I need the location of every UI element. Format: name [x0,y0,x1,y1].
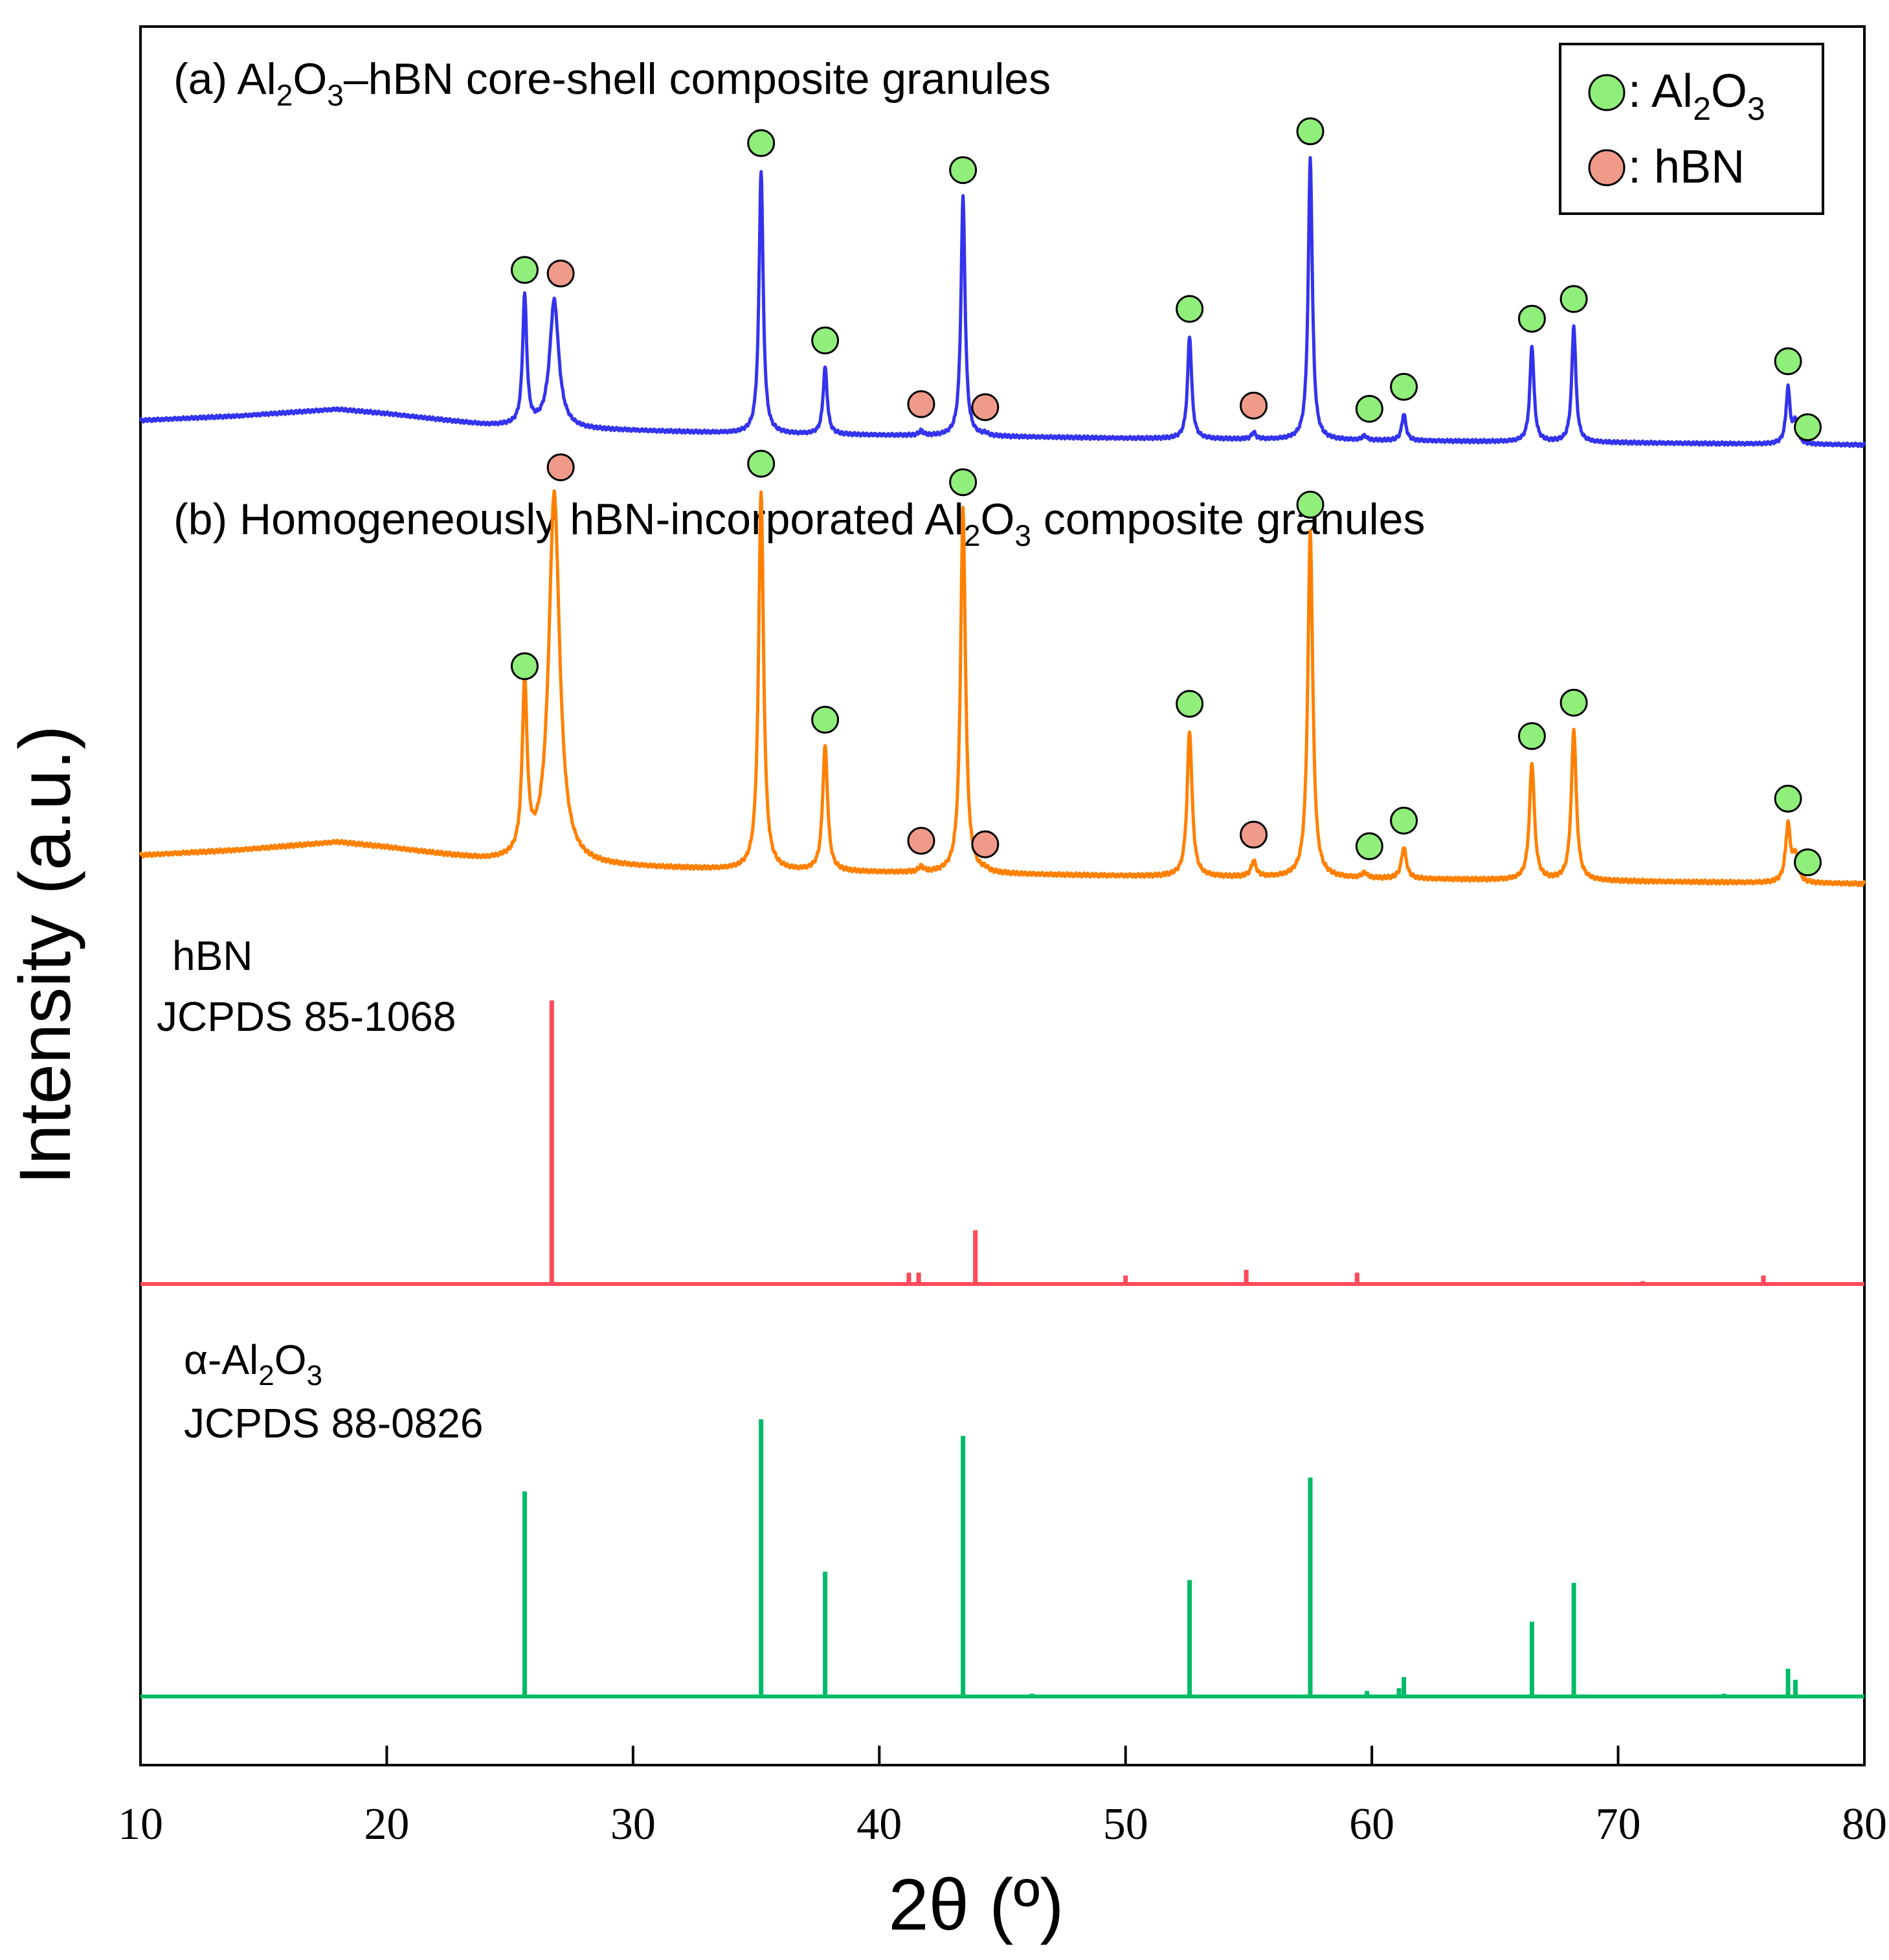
peak-marker-al2o3 [1794,848,1822,877]
al2o3-ref-label-line2: JCPDS 88-0826 [184,1400,483,1447]
x-tick-label: 40 [856,1799,902,1849]
peak-marker-hbn [971,393,1000,422]
peak-marker-al2o3 [1559,285,1588,313]
peak-marker-al2o3 [949,156,978,185]
peak-marker-al2o3 [1390,806,1418,835]
y-axis-title: Intensity (a.u.) [5,725,85,1185]
peak-marker-al2o3 [949,468,978,497]
al2o3-ref-label-line1: α-Al2O3 [184,1336,322,1391]
peak-marker-al2o3 [1390,372,1418,401]
peak-marker-hbn [907,827,935,855]
peak-marker-al2o3 [1355,832,1383,861]
hbn-ref-label-line2: JCPDS 85-1068 [157,993,456,1040]
peak-marker-al2o3 [1794,413,1822,442]
peak-marker-al2o3 [1774,784,1802,813]
peak-marker-hbn [1240,391,1268,420]
panel-a-label: (a) Al2O3–hBN core-shell composite granu… [173,54,1051,112]
legend-hbn-label: : hBN [1628,141,1745,193]
peak-marker-al2o3 [510,256,539,284]
peak-marker-al2o3 [1176,295,1204,323]
peak-marker-al2o3 [510,652,539,681]
peak-marker-al2o3 [1559,688,1588,717]
series-line-b [139,489,1866,888]
x-tick-label: 80 [1842,1799,1887,1849]
peak-marker-al2o3 [747,449,776,478]
x-tick-label: 50 [1103,1799,1148,1849]
peak-marker-al2o3 [1176,690,1204,718]
hbn-ref-label-line1: hBN [172,932,253,979]
peak-marker-al2o3 [1296,490,1325,519]
x-tick-label: 10 [118,1799,163,1849]
series-line-a [139,156,1866,448]
peak-marker-al2o3 [1517,304,1546,333]
x-tick-label: 70 [1596,1799,1641,1849]
legend-al2o3-label: : Al2O3 [1628,65,1765,127]
peak-marker-al2o3 [1517,722,1546,750]
peak-marker-hbn [546,259,575,287]
peak-marker-hbn [907,390,935,418]
peak-marker-hbn [546,453,575,482]
x-tick-label: 20 [364,1799,409,1849]
legend-hbn-marker [1588,149,1626,186]
peak-marker-al2o3 [811,326,840,355]
peak-marker-al2o3 [1355,394,1383,423]
legend: : Al2O3 : hBN [1559,43,1824,215]
x-axis-title: 2θ (º) [888,1864,1064,1945]
peak-marker-al2o3 [1296,117,1325,146]
peak-marker-al2o3 [747,129,776,157]
x-tick-label: 30 [610,1799,656,1849]
panel-b-label: (b) Homogeneously hBN-incorporated Al2O3… [173,495,1425,552]
plot-frame [139,25,1866,1766]
peak-marker-hbn [971,830,1000,859]
legend-al2o3-marker [1588,74,1626,111]
x-tick-label: 60 [1349,1799,1394,1849]
peak-marker-al2o3 [811,706,840,734]
peak-marker-hbn [1240,820,1268,849]
peak-marker-al2o3 [1774,347,1802,376]
